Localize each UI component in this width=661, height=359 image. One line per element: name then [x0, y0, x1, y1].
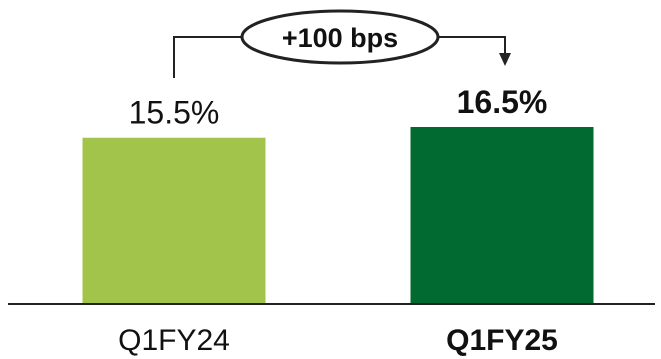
callout-bubble	[240, 9, 440, 65]
x-tick-label-q1fy25: Q1FY25	[446, 324, 558, 357]
callout-arrowhead	[499, 53, 511, 66]
data-label-q1fy25: 16.5%	[457, 84, 548, 120]
bar-q1fy24	[82, 137, 266, 304]
x-tick-label-q1fy24: Q1FY24	[118, 324, 230, 357]
data-label-q1fy24: 15.5%	[129, 95, 220, 131]
bar-q1fy25	[410, 127, 594, 304]
callout-label: +100 bps	[282, 23, 398, 53]
